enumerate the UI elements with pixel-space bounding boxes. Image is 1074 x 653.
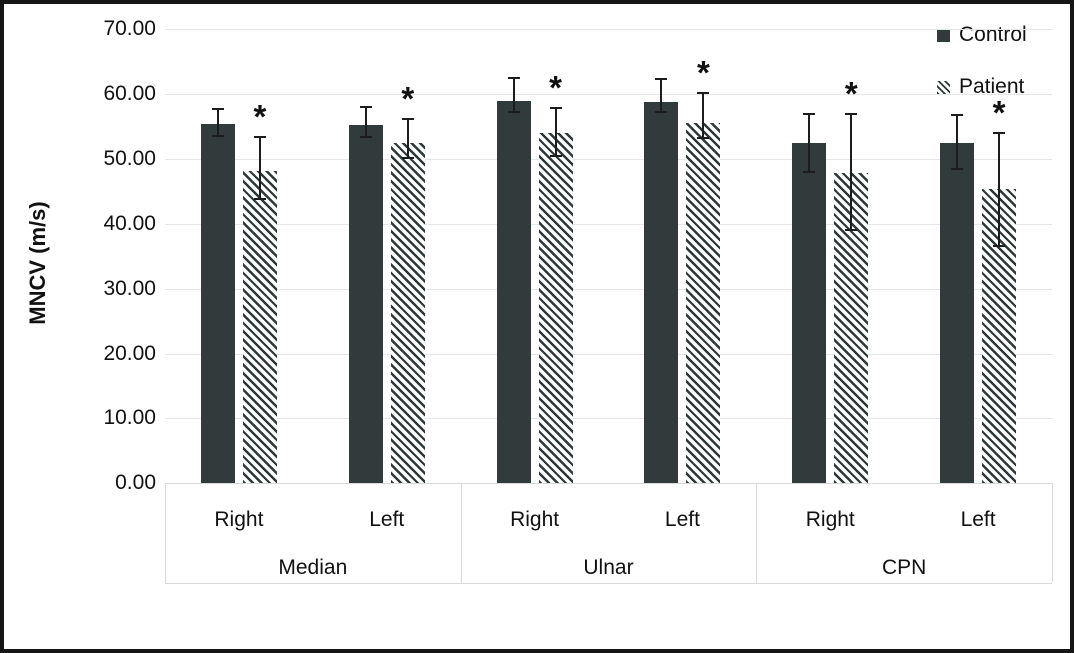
bar-control-cpn-right bbox=[792, 142, 827, 484]
legend-label-control: Control bbox=[959, 23, 1027, 46]
gridline bbox=[165, 94, 1052, 96]
y-tick-label: 50.00 bbox=[103, 147, 156, 170]
x-group-label: CPN bbox=[881, 556, 927, 579]
gridline bbox=[165, 29, 1052, 31]
error-bar-cap-top bbox=[803, 113, 816, 116]
error-bar bbox=[216, 109, 219, 136]
error-bar bbox=[660, 78, 663, 113]
legend-label-patient: Patient bbox=[959, 75, 1025, 98]
bar-control-median-right bbox=[200, 123, 235, 484]
error-bar-cap-bottom bbox=[401, 157, 414, 160]
y-axis-title: MNCV (m/s) bbox=[25, 201, 50, 325]
significance-asterisk: * bbox=[844, 75, 858, 113]
error-bar-cap-top bbox=[951, 113, 964, 116]
error-bar bbox=[808, 114, 811, 172]
significance-asterisk: * bbox=[253, 97, 267, 135]
x-side-label: Right bbox=[214, 508, 264, 531]
label-box-bottom bbox=[165, 583, 1052, 584]
error-bar bbox=[554, 108, 557, 157]
legend-item-patient: Patient bbox=[937, 75, 1024, 99]
x-side-label: Left bbox=[664, 508, 700, 531]
bar-patient-median-left bbox=[390, 143, 425, 484]
x-side-label: Right bbox=[510, 508, 560, 531]
bar-control-ulnar-left bbox=[644, 101, 679, 484]
y-tick-label: 70.00 bbox=[103, 17, 156, 41]
x-side-label: Right bbox=[805, 508, 855, 531]
group-divider bbox=[460, 483, 462, 583]
x-group-label: Ulnar bbox=[583, 556, 634, 579]
gridline bbox=[165, 418, 1052, 420]
x-axis-line bbox=[165, 483, 1052, 485]
label-box-right bbox=[1052, 483, 1053, 583]
y-tick-label: 0.00 bbox=[115, 471, 156, 495]
error-bar-cap-top bbox=[993, 132, 1006, 135]
bar-patient-ulnar-right bbox=[538, 133, 573, 484]
bar-control-median-left bbox=[348, 125, 383, 484]
error-bar-cap-top bbox=[211, 108, 224, 111]
y-tick-label: 60.00 bbox=[103, 82, 156, 106]
x-group-label: Median bbox=[278, 556, 348, 579]
error-bar-cap-top bbox=[507, 76, 520, 79]
significance-asterisk: * bbox=[992, 94, 1006, 132]
error-bar-cap-bottom bbox=[951, 168, 964, 171]
error-bar-cap-bottom bbox=[993, 244, 1006, 247]
error-bar bbox=[364, 107, 367, 137]
error-bar bbox=[702, 92, 705, 139]
y-tick-label: 10.00 bbox=[103, 406, 156, 430]
y-tick-label: 20.00 bbox=[103, 341, 156, 365]
gridline bbox=[165, 353, 1052, 355]
legend-item-control: Control bbox=[937, 23, 1027, 47]
significance-asterisk: * bbox=[696, 53, 710, 91]
significance-asterisk: * bbox=[401, 79, 415, 117]
error-bar-cap-top bbox=[253, 135, 266, 138]
error-bar-cap-top bbox=[401, 117, 414, 120]
error-bar-cap-top bbox=[697, 91, 710, 94]
error-bar-cap-top bbox=[845, 113, 858, 116]
error-bar-cap-bottom bbox=[211, 134, 224, 137]
error-bar bbox=[998, 133, 1001, 246]
error-bar-cap-bottom bbox=[253, 197, 266, 200]
significance-asterisk: * bbox=[549, 69, 562, 107]
error-bar bbox=[258, 136, 261, 199]
x-side-label: Left bbox=[960, 508, 996, 531]
error-bar-cap-bottom bbox=[507, 110, 520, 113]
error-bar bbox=[850, 114, 853, 231]
bar-patient-median-right bbox=[242, 171, 277, 484]
label-box-left bbox=[165, 483, 166, 583]
error-bar-cap-bottom bbox=[655, 111, 668, 114]
patient-swatch-icon bbox=[937, 80, 950, 94]
control-swatch-icon bbox=[937, 28, 950, 42]
gridline bbox=[165, 288, 1052, 290]
error-bar-cap-bottom bbox=[803, 170, 816, 173]
group-divider bbox=[756, 483, 758, 583]
error-bar-cap-top bbox=[359, 106, 372, 109]
error-bar-cap-top bbox=[655, 77, 668, 80]
gridline bbox=[165, 223, 1052, 225]
y-tick-label: 40.00 bbox=[103, 211, 156, 235]
gridline bbox=[165, 159, 1052, 160]
error-bar-cap-bottom bbox=[697, 137, 710, 140]
error-bar-cap-bottom bbox=[549, 155, 562, 158]
error-bar-cap-bottom bbox=[845, 229, 858, 232]
bar-control-ulnar-right bbox=[496, 100, 531, 484]
bar-patient-ulnar-left bbox=[686, 123, 721, 484]
error-bar bbox=[512, 77, 515, 112]
error-bar-cap-top bbox=[549, 107, 562, 110]
x-side-label: Left bbox=[369, 508, 405, 531]
y-tick-label: 30.00 bbox=[103, 276, 156, 300]
error-bar bbox=[406, 118, 409, 159]
error-bar-cap-bottom bbox=[359, 135, 372, 138]
error-bar bbox=[956, 114, 959, 170]
bar-control-cpn-left bbox=[940, 143, 975, 484]
